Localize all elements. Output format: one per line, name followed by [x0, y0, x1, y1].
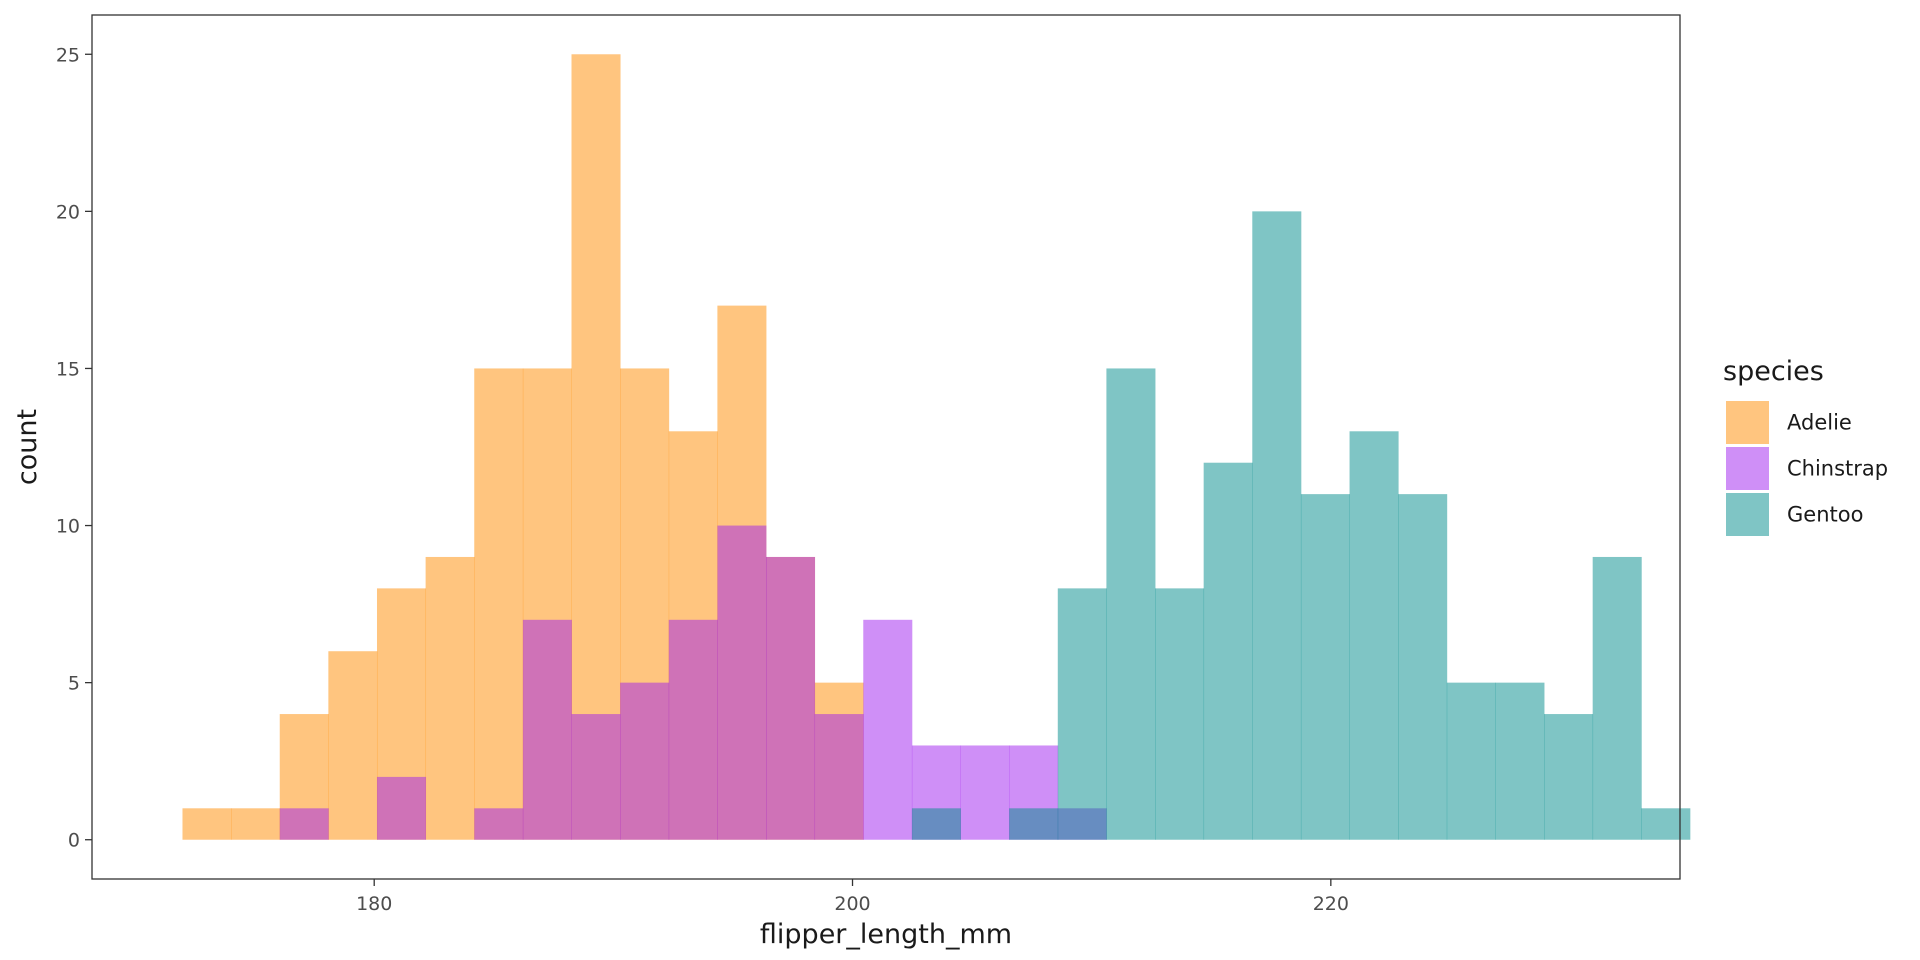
legend-label-chinstrap: Chinstrap: [1787, 457, 1888, 481]
legend-label-gentoo: Gentoo: [1787, 503, 1863, 527]
bar-adelie: [571, 54, 621, 840]
bar-chinstrap: [522, 619, 572, 840]
bar-chinstrap: [279, 808, 329, 840]
bar-chinstrap: [960, 745, 1010, 840]
bar-gentoo: [1155, 588, 1205, 840]
y-axis-title: count: [12, 409, 43, 485]
bar-gentoo: [1641, 808, 1691, 840]
legend-key-adelie: [1726, 401, 1769, 444]
legend-title: species: [1723, 356, 1824, 387]
bar-adelie: [231, 808, 281, 840]
bar-gentoo: [1203, 462, 1253, 840]
bar-gentoo: [911, 808, 961, 840]
bar-gentoo: [1252, 211, 1302, 840]
bar-chinstrap: [863, 619, 913, 840]
bar-adelie: [474, 368, 524, 840]
bar-gentoo: [1495, 682, 1545, 840]
bar-gentoo: [1592, 556, 1642, 840]
legend-items: Adelie Chinstrap Gentoo: [1726, 401, 1888, 536]
bars-layer: [182, 54, 1691, 840]
bar-chinstrap: [474, 808, 524, 840]
bar-adelie: [425, 556, 475, 840]
bar-chinstrap: [814, 714, 864, 840]
bar-gentoo: [1300, 494, 1350, 840]
bar-adelie: [328, 651, 378, 840]
bar-chinstrap: [571, 714, 621, 840]
bar-adelie: [182, 808, 232, 840]
y-tick-label: 25: [56, 44, 80, 66]
bar-chinstrap: [766, 556, 816, 840]
y-tick-label: 0: [68, 830, 80, 852]
y-tick-label: 5: [68, 673, 80, 695]
legend-label-adelie: Adelie: [1787, 411, 1852, 435]
x-axis: 180 200 220: [356, 879, 1349, 915]
legend-key-gentoo: [1726, 493, 1769, 536]
bar-chinstrap: [668, 619, 718, 840]
bar-gentoo: [1106, 368, 1156, 840]
bar-gentoo: [1544, 714, 1594, 840]
legend-key-chinstrap: [1726, 447, 1769, 490]
bar-gentoo: [1009, 808, 1059, 840]
bar-chinstrap: [376, 776, 427, 840]
y-axis: 0 5 10 15 20 25: [56, 44, 92, 852]
legend: species Adelie Chinstrap Gentoo: [1723, 356, 1888, 536]
y-tick-label: 15: [56, 358, 80, 380]
bar-gentoo: [1349, 431, 1399, 840]
x-tick-label: 180: [356, 893, 392, 915]
y-tick-label: 10: [56, 516, 80, 538]
bar-gentoo: [1057, 588, 1107, 840]
x-tick-label: 200: [834, 893, 870, 915]
plot-panel-border: [91, 14, 1681, 880]
bar-chinstrap: [717, 525, 767, 840]
y-tick-label: 20: [56, 201, 80, 223]
x-tick-label: 220: [1313, 893, 1349, 915]
x-axis-title: flipper_length_mm: [760, 919, 1012, 950]
bar-gentoo: [1446, 682, 1496, 840]
bar-chinstrap: [620, 682, 670, 840]
bar-gentoo: [1398, 494, 1448, 840]
